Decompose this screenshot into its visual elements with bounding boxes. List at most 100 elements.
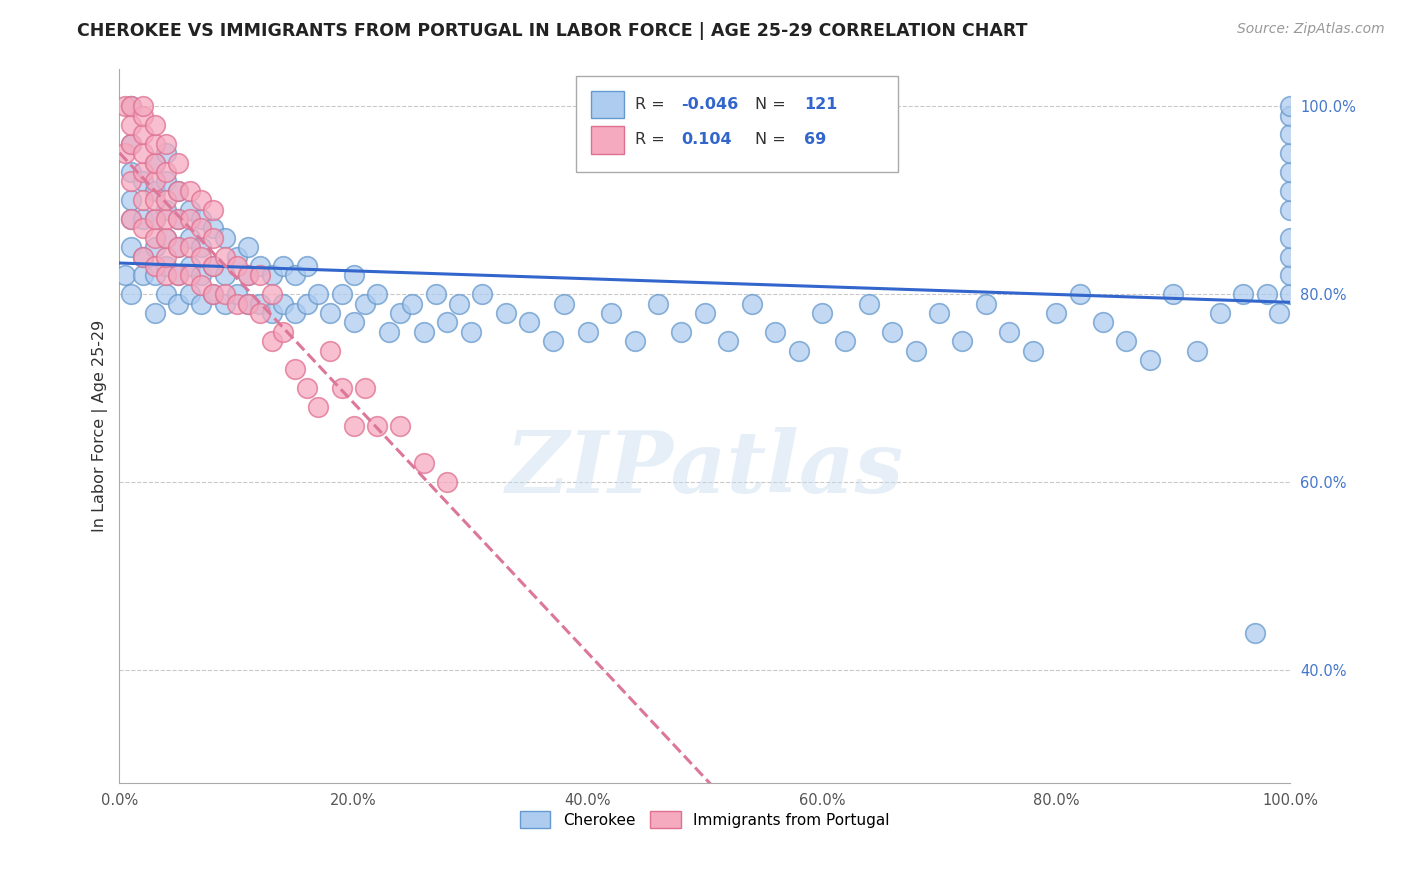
- Point: [342, 268, 364, 283]
- Point: [1091, 315, 1114, 329]
- Point: [1279, 109, 1302, 123]
- Point: [190, 193, 212, 207]
- Point: [1279, 268, 1302, 283]
- Point: [214, 250, 236, 264]
- Point: [238, 268, 260, 283]
- Text: 0.104: 0.104: [682, 133, 733, 147]
- Point: [132, 250, 155, 264]
- Point: [120, 118, 142, 132]
- Point: [1161, 287, 1184, 301]
- Point: [214, 231, 236, 245]
- Point: [143, 174, 166, 188]
- Point: [1279, 99, 1302, 113]
- Point: [308, 287, 330, 301]
- Point: [284, 362, 307, 376]
- Point: [167, 211, 190, 226]
- Point: [447, 296, 470, 310]
- Point: [260, 306, 283, 320]
- Point: [284, 306, 307, 320]
- Point: [120, 193, 142, 207]
- Point: [214, 268, 236, 283]
- Point: [882, 325, 904, 339]
- Point: [342, 418, 364, 433]
- Point: [132, 128, 155, 142]
- Text: 121: 121: [804, 96, 838, 112]
- Point: [354, 296, 377, 310]
- Legend: Cherokee, Immigrants from Portugal: Cherokee, Immigrants from Portugal: [513, 805, 896, 834]
- Point: [155, 193, 177, 207]
- Point: [904, 343, 927, 358]
- Point: [249, 306, 271, 320]
- Point: [179, 211, 201, 226]
- Point: [389, 418, 412, 433]
- Point: [284, 268, 307, 283]
- Point: [238, 240, 260, 254]
- Point: [202, 231, 225, 245]
- Point: [155, 231, 177, 245]
- Point: [143, 184, 166, 198]
- Point: [202, 202, 225, 217]
- Point: [811, 306, 834, 320]
- Point: [190, 296, 212, 310]
- Point: [132, 99, 155, 113]
- Point: [179, 184, 201, 198]
- Point: [412, 456, 434, 470]
- Point: [167, 184, 190, 198]
- Y-axis label: In Labor Force | Age 25-29: In Labor Force | Age 25-29: [93, 319, 108, 532]
- Point: [260, 334, 283, 348]
- Point: [143, 155, 166, 169]
- Point: [155, 165, 177, 179]
- Point: [600, 306, 623, 320]
- Point: [214, 287, 236, 301]
- Point: [330, 381, 353, 395]
- Point: [319, 343, 342, 358]
- Text: R =: R =: [634, 133, 669, 147]
- Point: [671, 325, 693, 339]
- Point: [167, 268, 190, 283]
- Point: [225, 296, 247, 310]
- Point: [179, 287, 201, 301]
- Point: [202, 287, 225, 301]
- Point: [155, 231, 177, 245]
- Point: [190, 277, 212, 292]
- Point: [717, 334, 740, 348]
- Point: [249, 259, 271, 273]
- Point: [308, 400, 330, 414]
- Point: [741, 296, 763, 310]
- Text: R =: R =: [634, 96, 669, 112]
- Point: [143, 259, 166, 273]
- Point: [1279, 231, 1302, 245]
- Point: [787, 343, 810, 358]
- Point: [260, 268, 283, 283]
- Point: [214, 296, 236, 310]
- Point: [120, 99, 142, 113]
- Point: [401, 296, 423, 310]
- Point: [249, 268, 271, 283]
- Point: [120, 165, 142, 179]
- Point: [167, 155, 190, 169]
- Point: [114, 99, 136, 113]
- Point: [143, 155, 166, 169]
- Point: [190, 250, 212, 264]
- Point: [167, 268, 190, 283]
- Point: [167, 184, 190, 198]
- Point: [238, 296, 260, 310]
- Point: [155, 146, 177, 161]
- Point: [167, 240, 190, 254]
- Point: [120, 136, 142, 151]
- Point: [623, 334, 645, 348]
- Text: ZIPatlas: ZIPatlas: [506, 427, 904, 510]
- Point: [1279, 165, 1302, 179]
- Point: [1115, 334, 1137, 348]
- Point: [114, 268, 136, 283]
- Point: [260, 287, 283, 301]
- Point: [167, 211, 190, 226]
- Point: [342, 315, 364, 329]
- Point: [1279, 202, 1302, 217]
- Point: [132, 211, 155, 226]
- Point: [647, 296, 669, 310]
- Point: [471, 287, 494, 301]
- Point: [295, 259, 318, 273]
- Point: [541, 334, 564, 348]
- Point: [179, 268, 201, 283]
